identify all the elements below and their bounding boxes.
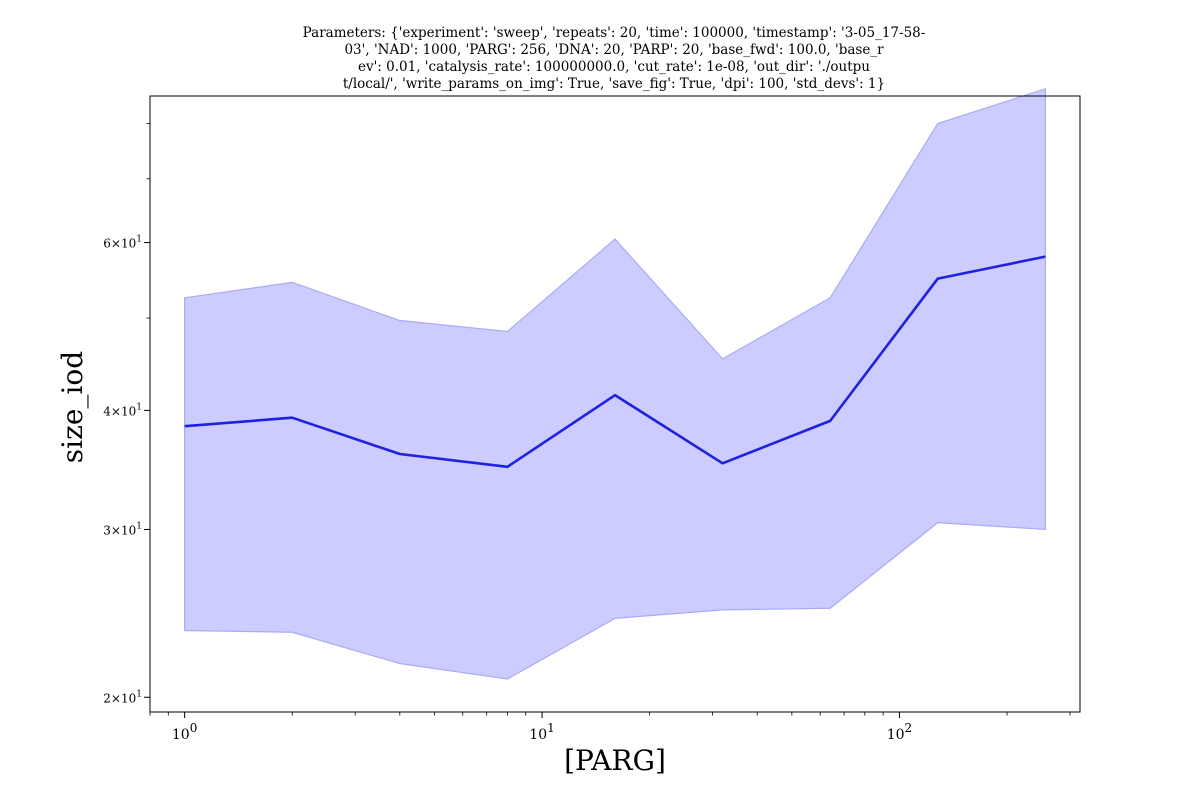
y-tick-label: 4×101 (103, 402, 142, 418)
y-axis-label: size_iod (56, 351, 89, 463)
title-line-3: ev': 0.01, 'catalysis_rate': 100000000.0… (358, 59, 870, 75)
x-axis-label: [PARG] (564, 744, 666, 777)
chart-title: Parameters: {'experiment': 'sweep', 'rep… (303, 25, 926, 92)
x-tick-label: 102 (887, 721, 912, 743)
y-tick-label: 3×101 (103, 521, 142, 537)
series-0-band (184, 87, 1046, 680)
axes: 100 101 102 2×101 3×101 4×101 6×101 (103, 95, 1081, 743)
title-line-4: t/local/', 'write_params_on_img': True, … (343, 76, 885, 92)
title-line-2: 03', 'NAD': 1000, 'PARG': 256, 'DNA': 20… (344, 42, 884, 58)
plot-area (184, 87, 1046, 680)
y-tick-label: 6×101 (103, 235, 142, 251)
axes-frame (149, 95, 1081, 713)
title-line-1: Parameters: {'experiment': 'sweep', 'rep… (303, 25, 926, 41)
x-tick-label: 101 (529, 721, 554, 743)
y-tick-label: 2×101 (103, 689, 142, 705)
x-tick-label: 100 (172, 721, 197, 743)
